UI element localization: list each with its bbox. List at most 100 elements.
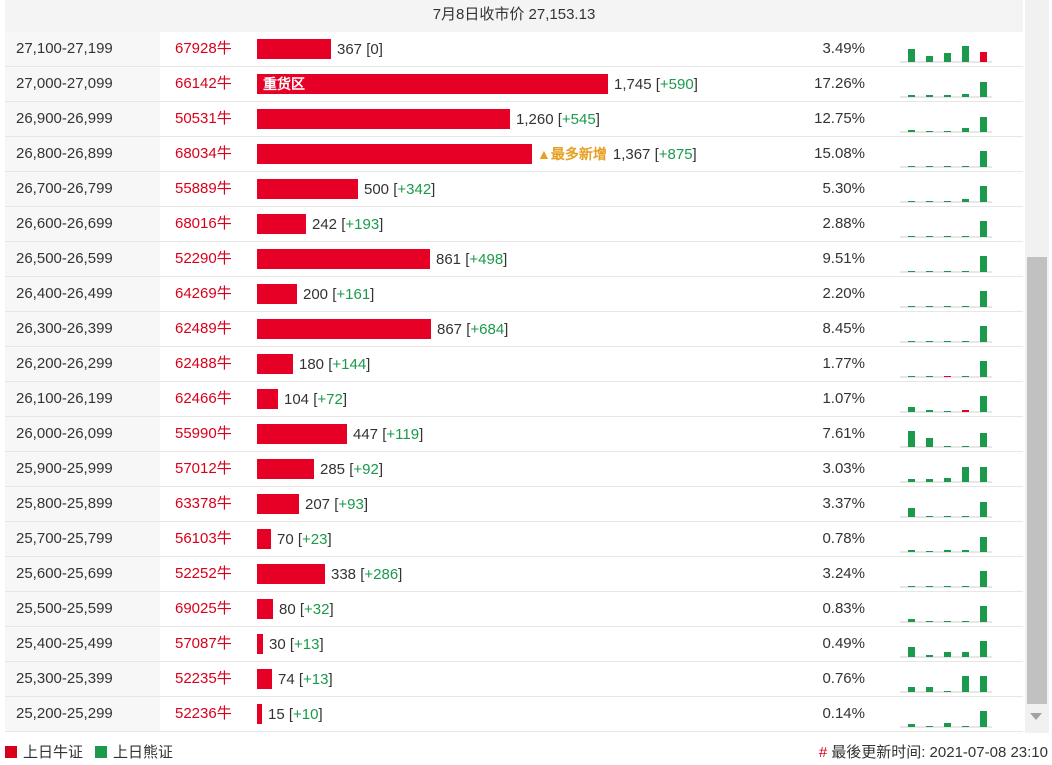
table-row[interactable]: 25,800-25,899 63378牛 207 [+93] 3.37% bbox=[5, 487, 1023, 522]
history-sparkline bbox=[898, 209, 994, 239]
sparkline-bar bbox=[926, 621, 933, 622]
volume-number: 1,260 bbox=[516, 110, 554, 128]
sparkline-bar bbox=[908, 166, 915, 167]
bar-cell: 861 [+498] bbox=[257, 249, 507, 269]
table-row[interactable]: 27,000-27,099 66142牛 重货区 1,745 [+590] 17.26% bbox=[5, 67, 1023, 102]
scrollbar-thumb[interactable] bbox=[1027, 257, 1047, 704]
table-row[interactable]: 26,600-26,699 68016牛 242 [+193] 2.88% bbox=[5, 207, 1023, 242]
table-row[interactable]: 25,300-25,399 52235牛 74 [+13] 0.76% bbox=[5, 662, 1023, 697]
bull-count: 67928牛 bbox=[175, 40, 232, 57]
scroll-down-arrow-icon[interactable] bbox=[1030, 713, 1042, 720]
table-row[interactable]: 26,400-26,499 64269牛 200 [+161] 2.20% bbox=[5, 277, 1023, 312]
sparkline-bar bbox=[908, 49, 915, 62]
sparkline-bar bbox=[980, 117, 987, 132]
sparkline-bar bbox=[908, 687, 915, 692]
volume-bar bbox=[257, 39, 331, 59]
bar-cell: 70 [+23] bbox=[257, 529, 332, 549]
percentage: 17.26% bbox=[814, 75, 865, 92]
table-row[interactable]: 26,200-26,299 62488牛 180 [+144] 1.77% bbox=[5, 347, 1023, 382]
volume-bar bbox=[257, 179, 358, 199]
sparkline-bar bbox=[944, 376, 951, 377]
price-range: 25,200-25,299 bbox=[5, 697, 160, 731]
table-row[interactable]: 26,500-26,599 52290牛 861 [+498] 9.51% bbox=[5, 242, 1023, 277]
table-row[interactable]: 26,300-26,399 62489牛 867 [+684] 8.45% bbox=[5, 312, 1023, 347]
volume-delta: +144 bbox=[332, 355, 367, 373]
table-row[interactable]: 25,900-25,999 57012牛 285 [+92] 3.03% bbox=[5, 452, 1023, 487]
table-row[interactable]: 27,100-27,199 67928牛 367 [0] 3.49% bbox=[5, 32, 1023, 67]
sparkline-bar bbox=[980, 571, 987, 587]
table-row[interactable]: 25,400-25,499 57087牛 30 [+13] 0.49% bbox=[5, 627, 1023, 662]
volume-bar bbox=[257, 599, 273, 619]
sparkline-bar bbox=[944, 341, 951, 342]
sparkline-bar bbox=[962, 467, 969, 482]
bull-count: 56103牛 bbox=[175, 530, 232, 547]
sparkline-bar bbox=[926, 95, 933, 97]
table-row[interactable]: 25,200-25,299 52236牛 15 [+10] 0.14% bbox=[5, 697, 1023, 732]
percentage: 3.24% bbox=[822, 565, 865, 582]
table-row[interactable]: 26,700-26,799 55889牛 500 [+342] 5.30% bbox=[5, 172, 1023, 207]
sparkline-bar bbox=[962, 410, 969, 412]
percentage: 15.08% bbox=[814, 145, 865, 162]
table-row[interactable]: 26,800-26,899 68034牛 ▲最多新增 1,367 [+875] 15.0… bbox=[5, 137, 1023, 172]
sparkline-bar bbox=[962, 341, 969, 342]
close-price-header: 7月8日收市价 27,153.13 bbox=[5, 0, 1023, 32]
history-sparkline bbox=[898, 489, 994, 519]
table-row[interactable]: 26,000-26,099 55990牛 447 [+119] 7.61% bbox=[5, 417, 1023, 452]
volume-number: 1,367 bbox=[612, 145, 651, 163]
bull-count: 57087牛 bbox=[175, 635, 232, 652]
bull-count: 66142牛 bbox=[175, 75, 232, 92]
volume-value: 338 [+286] bbox=[331, 565, 403, 583]
bar-cell: 500 [+342] bbox=[257, 179, 435, 199]
sparkline-bar bbox=[944, 166, 951, 167]
volume-number: 200 bbox=[303, 285, 329, 303]
sparkline-bar bbox=[944, 446, 951, 447]
volume-delta: +32 bbox=[304, 600, 330, 618]
table-row[interactable]: 26,100-26,199 62466牛 104 [+72] 1.07% bbox=[5, 382, 1023, 417]
volume-bar bbox=[257, 634, 263, 654]
volume-number: 285 bbox=[320, 460, 346, 478]
table-row[interactable]: 25,600-25,699 52252牛 338 [+286] 3.24% bbox=[5, 557, 1023, 592]
price-range: 26,600-26,699 bbox=[5, 207, 160, 241]
bear-swatch-icon bbox=[95, 745, 108, 758]
price-range: 25,900-25,999 bbox=[5, 452, 160, 486]
price-range: 25,700-25,799 bbox=[5, 522, 160, 556]
volume-value: 70 [+23] bbox=[277, 530, 332, 548]
percentage: 0.76% bbox=[822, 670, 865, 687]
bull-count: 64269牛 bbox=[175, 285, 232, 302]
sparkline-bar bbox=[980, 151, 987, 167]
table-row[interactable]: 25,500-25,599 69025牛 80 [+32] 0.83% bbox=[5, 592, 1023, 627]
table-row[interactable]: 25,700-25,799 56103牛 70 [+23] 0.78% bbox=[5, 522, 1023, 557]
volume-value: 200 [+161] bbox=[303, 285, 375, 303]
volume-number: 207 bbox=[305, 495, 331, 513]
bull-count: 69025牛 bbox=[175, 600, 232, 617]
volume-value: 367 [0] bbox=[337, 41, 383, 58]
price-range: 27,000-27,099 bbox=[5, 67, 160, 101]
bar-cell: 242 [+193] bbox=[257, 214, 383, 234]
sparkline-bar bbox=[908, 236, 915, 237]
sparkline-bar bbox=[962, 94, 969, 97]
sparkline-bar bbox=[980, 433, 987, 447]
history-sparkline bbox=[898, 629, 994, 659]
bar-cell: 重货区 1,745 [+590] bbox=[257, 74, 698, 94]
sparkline-bar bbox=[944, 411, 951, 412]
volume-number: 500 bbox=[364, 180, 390, 198]
volume-value: 30 [+13] bbox=[269, 635, 324, 653]
volume-value: 867 [+684] bbox=[437, 320, 509, 338]
bull-count: 62466牛 bbox=[175, 390, 232, 407]
legend-bear-label: 上日熊证 bbox=[113, 744, 174, 761]
sparkline-bar bbox=[926, 410, 933, 412]
bar-cell: 80 [+32] bbox=[257, 599, 334, 619]
sparkline-bar bbox=[944, 723, 951, 727]
volume-value: 1,367 [+875] bbox=[612, 145, 697, 163]
legend-bull: 上日牛证 bbox=[5, 741, 83, 762]
price-range: 26,500-26,599 bbox=[5, 242, 160, 276]
sparkline-bar bbox=[980, 467, 987, 482]
bar-cell: 447 [+119] bbox=[257, 424, 423, 444]
bar-cell: 200 [+161] bbox=[257, 284, 374, 304]
last-updated: # 最後更新时间: 2021-07-08 23:10 bbox=[819, 741, 1048, 762]
table-row[interactable]: 26,900-26,999 50531牛 1,260 [+545] 12.75% bbox=[5, 102, 1023, 137]
volume-bar bbox=[257, 389, 278, 409]
sparkline-bar bbox=[980, 361, 987, 377]
sparkline-bar bbox=[962, 550, 969, 552]
history-sparkline bbox=[898, 314, 994, 344]
